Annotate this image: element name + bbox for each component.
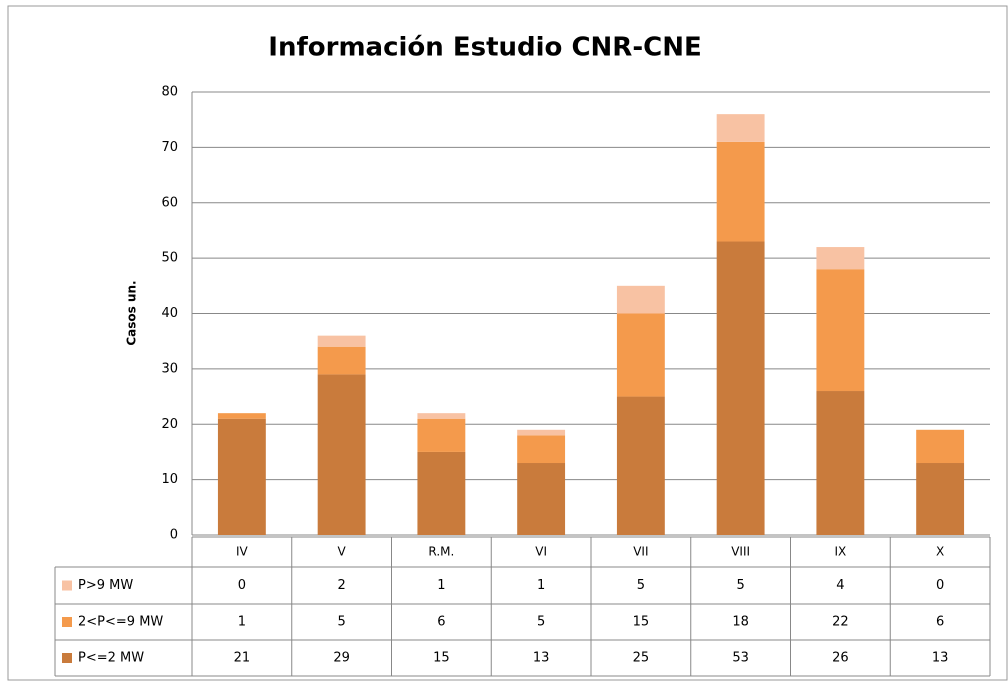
table-value: 53 [732,651,749,666]
bar-segment [417,413,466,419]
table-value: 5 [537,615,545,630]
table-value: 5 [736,578,744,593]
legend-label: P<=2 MW [78,651,144,666]
bar-segment [816,247,865,270]
bar-segment [916,429,965,464]
table-value: 15 [433,651,450,666]
bar-segment [317,335,366,347]
bar-segment [816,391,865,535]
table-value: 29 [333,651,350,666]
table-value: 1 [437,578,445,593]
legend-swatch [62,617,72,627]
table-value: 21 [234,651,251,666]
table-value: 4 [836,578,844,593]
bar-segment [716,241,765,535]
y-tick-label: 0 [170,528,178,543]
x-tick-label: VI [535,545,547,559]
bar-segment [317,346,366,375]
bar-segment [417,451,466,535]
x-tick-label: VIII [731,545,750,559]
bar-segment [317,374,366,535]
x-tick-label: VII [633,545,648,559]
table-value: 18 [732,615,749,630]
bar-segment [616,396,665,535]
legend-label: 2<P<=9 MW [78,615,163,630]
bar-segment [517,429,566,436]
y-tick-label: 70 [161,140,178,155]
bar-segment [916,463,965,535]
table-value: 6 [437,615,445,630]
x-tick-label: X [936,545,944,559]
bar-segment [716,141,765,242]
table-value: 5 [337,615,345,630]
x-tick-label: R.M. [428,545,454,559]
table-value: 15 [633,615,650,630]
y-tick-label: 30 [161,361,178,376]
bar-segment [716,114,765,142]
table-value: 1 [537,578,545,593]
legend-label: P>9 MW [78,578,133,593]
y-tick-label: 80 [161,85,178,100]
bar-segment [417,418,466,452]
bar-segment [816,269,865,392]
table-value: 5 [637,578,645,593]
y-tick-label: 40 [161,306,178,321]
table-value: 22 [832,615,849,630]
chart-title: Información Estudio CNR-CNE [268,33,701,63]
table-value: 0 [936,578,944,593]
y-tick-label: 60 [161,195,178,210]
table-value: 26 [832,651,849,666]
table-value: 0 [238,578,246,593]
y-tick-label: 10 [161,472,178,487]
x-tick-label: IV [236,545,249,559]
table-value: 1 [238,615,246,630]
x-tick-label: V [338,545,347,559]
y-tick-label: 20 [161,417,178,432]
table-value: 25 [633,651,650,666]
y-axis-label: Casos un. [125,280,139,345]
table-value: 2 [337,578,345,593]
bar-segment [517,463,566,535]
bar-segment [217,418,266,535]
legend-swatch [62,580,72,591]
bar-segment [517,435,566,464]
bar-segment [616,313,665,397]
legend-swatch [62,653,72,663]
table-value: 6 [936,615,944,630]
x-tick-label: IX [834,545,846,559]
bar-segment [217,413,266,419]
bar-segment [616,285,665,314]
table-value: 13 [932,651,949,666]
y-tick-label: 50 [161,251,178,266]
table-value: 13 [533,651,550,666]
